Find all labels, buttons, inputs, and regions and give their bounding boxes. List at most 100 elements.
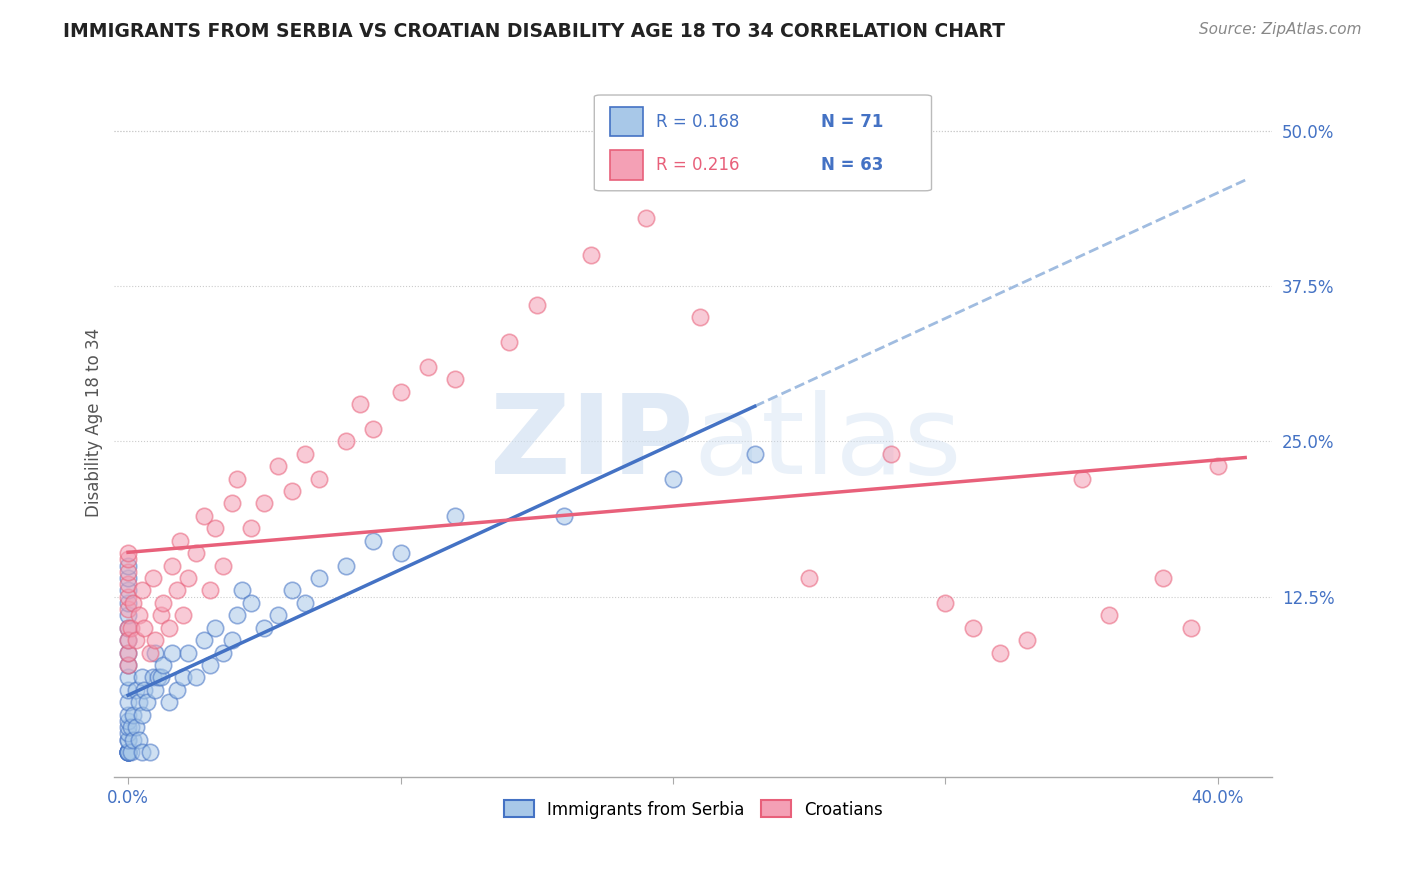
Point: [1152, 571, 1174, 585]
Point: [117, 658, 139, 673]
Point: [117, 590, 139, 604]
Point: [117, 621, 139, 635]
Point: [117, 695, 139, 709]
Legend: Immigrants from Serbia, Croatians: Immigrants from Serbia, Croatians: [496, 794, 890, 825]
Point: [146, 670, 169, 684]
Point: [117, 745, 139, 759]
Point: [117, 646, 139, 660]
Point: [416, 359, 439, 374]
Point: [117, 732, 139, 747]
Point: [125, 720, 148, 734]
Point: [204, 521, 226, 535]
Point: [117, 552, 139, 566]
Point: [117, 745, 139, 759]
Point: [117, 583, 139, 598]
Point: [280, 483, 302, 498]
Point: [117, 633, 139, 648]
Point: [934, 596, 956, 610]
Point: [117, 707, 139, 722]
Point: [361, 533, 384, 548]
Point: [177, 646, 200, 660]
Point: [157, 621, 180, 635]
Point: [634, 211, 657, 225]
Point: [117, 745, 139, 759]
Point: [128, 732, 150, 747]
Point: [166, 682, 188, 697]
Point: [125, 633, 148, 648]
Point: [186, 546, 208, 560]
Point: [117, 745, 139, 759]
Point: [177, 571, 200, 585]
Point: [212, 646, 235, 660]
Point: [308, 571, 330, 585]
Point: [193, 508, 215, 523]
Point: [139, 745, 162, 759]
Point: [1180, 621, 1202, 635]
Point: [852, 173, 875, 187]
Point: [120, 621, 142, 635]
Point: [581, 248, 603, 262]
Point: [226, 608, 249, 623]
Point: [117, 565, 139, 579]
Point: [172, 670, 194, 684]
Point: [117, 745, 139, 759]
Point: [117, 682, 139, 697]
Point: [125, 682, 148, 697]
Point: [231, 583, 253, 598]
Point: [526, 298, 548, 312]
Point: [166, 583, 188, 598]
Point: [498, 334, 520, 349]
Text: atlas: atlas: [693, 391, 962, 498]
Point: [143, 682, 166, 697]
Point: [662, 472, 685, 486]
Point: [160, 558, 183, 573]
Point: [169, 533, 191, 548]
Point: [221, 496, 243, 510]
Point: [349, 397, 371, 411]
Point: [117, 658, 139, 673]
Point: [117, 596, 139, 610]
Point: [198, 658, 221, 673]
Text: IMMIGRANTS FROM SERBIA VS CROATIAN DISABILITY AGE 18 TO 34 CORRELATION CHART: IMMIGRANTS FROM SERBIA VS CROATIAN DISAB…: [63, 22, 1005, 41]
Point: [198, 583, 221, 598]
Point: [193, 633, 215, 648]
Point: [444, 372, 467, 386]
Point: [962, 621, 984, 635]
Point: [149, 608, 172, 623]
Point: [131, 745, 153, 759]
Point: [117, 621, 139, 635]
Point: [117, 714, 139, 728]
Point: [134, 682, 156, 697]
Point: [799, 571, 821, 585]
Point: [122, 732, 145, 747]
Point: [267, 608, 290, 623]
Point: [122, 707, 145, 722]
Point: [117, 745, 139, 759]
Point: [1070, 472, 1092, 486]
Point: [117, 633, 139, 648]
Point: [1098, 608, 1121, 623]
Point: [149, 670, 172, 684]
Text: Source: ZipAtlas.com: Source: ZipAtlas.com: [1198, 22, 1361, 37]
Point: [226, 472, 249, 486]
Point: [308, 472, 330, 486]
Point: [117, 670, 139, 684]
Point: [117, 558, 139, 573]
Point: [1017, 633, 1039, 648]
Point: [212, 558, 235, 573]
Point: [253, 496, 276, 510]
Point: [239, 596, 262, 610]
Point: [143, 646, 166, 660]
Point: [335, 434, 357, 449]
Point: [280, 583, 302, 598]
Point: [221, 633, 243, 648]
Point: [389, 384, 412, 399]
Point: [152, 596, 174, 610]
Point: [117, 732, 139, 747]
Point: [204, 621, 226, 635]
Point: [689, 310, 711, 324]
Point: [131, 707, 153, 722]
Point: [117, 571, 139, 585]
Point: [139, 646, 162, 660]
Point: [120, 720, 142, 734]
